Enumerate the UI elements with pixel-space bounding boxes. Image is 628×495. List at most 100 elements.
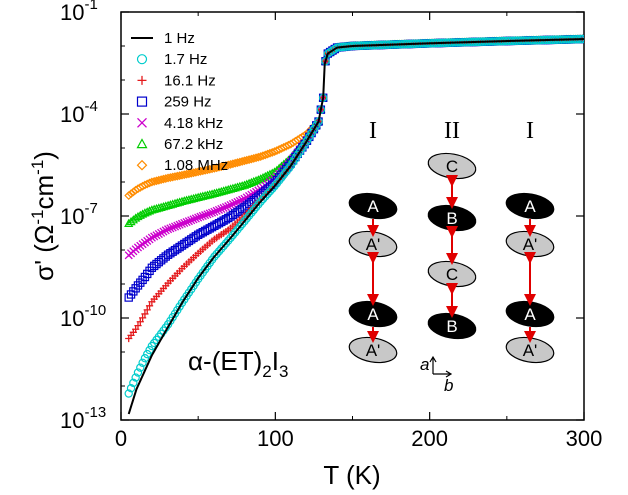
data-point (187, 216, 196, 225)
data-point (224, 213, 233, 223)
legend-marker (136, 159, 148, 171)
data-point (182, 169, 192, 179)
data-point (240, 194, 249, 203)
data-point (147, 233, 156, 242)
data-point (270, 181, 279, 191)
data-point (145, 345, 154, 355)
data-point (265, 187, 275, 196)
data-point (136, 278, 145, 287)
data-point (261, 192, 270, 201)
data-point (212, 163, 222, 173)
molecule-b: B (427, 204, 477, 232)
data-point (223, 160, 233, 170)
molecule-a: A (348, 192, 398, 220)
data-point (168, 172, 178, 182)
column-label: I (526, 118, 534, 144)
svg-text:A: A (524, 305, 536, 324)
data-point (143, 349, 152, 359)
data-point (152, 231, 161, 240)
x-axis-ticks: 0 100 200 300 (115, 12, 602, 451)
data-point (186, 168, 196, 178)
data-point (175, 171, 185, 181)
data-point (247, 208, 256, 218)
x-tick-label: 300 (566, 426, 603, 451)
data-point (189, 168, 198, 178)
data-point (233, 225, 242, 234)
x-tick-label: 0 (115, 426, 127, 451)
data-point (221, 239, 231, 248)
data-point (254, 200, 263, 209)
data-point (159, 227, 168, 236)
compound-formula: α-(ET)2I3 (188, 346, 288, 381)
legend-label: 4.18 kHz (164, 115, 223, 132)
data-point (124, 191, 134, 200)
data-point (193, 167, 203, 177)
data-point (212, 249, 221, 259)
legend-item: 67.2 kHz (136, 136, 223, 153)
data-point (136, 363, 145, 372)
data-point (191, 214, 200, 223)
data-point (214, 162, 224, 172)
data-point (214, 247, 224, 256)
legend-label: 67.2 kHz (164, 136, 223, 153)
svg-text:A: A (367, 305, 379, 324)
data-point (240, 156, 249, 166)
data-point (258, 151, 268, 161)
molecule-ap: A' (348, 230, 398, 258)
data-point (173, 221, 182, 230)
legend: 1 Hz 1.7 Hz 16.1 Hz 259 Hz 4.18 kHz 67.2 kHz 1… (131, 30, 228, 174)
svg-text:C: C (446, 157, 458, 176)
data-point (244, 211, 254, 220)
legend-marker (136, 96, 148, 107)
data-point (219, 161, 229, 171)
data-point (251, 187, 261, 196)
legend-marker (136, 138, 148, 149)
data-point (202, 165, 212, 175)
molecule-ap: A' (348, 336, 398, 364)
data-point (226, 201, 235, 210)
data-point (140, 353, 150, 363)
data-point (166, 224, 175, 233)
data-point (145, 178, 155, 188)
series-1-hz (127, 38, 584, 415)
molecule-a: A (348, 300, 398, 328)
y-tick-label: 10-13 (60, 404, 106, 433)
data-point (157, 228, 166, 237)
series-line (127, 38, 584, 415)
legend-item: 1.7 Hz (136, 51, 207, 68)
data-point (263, 149, 273, 159)
data-point (164, 225, 173, 234)
data-point (147, 177, 157, 187)
svg-text:A': A' (523, 341, 538, 360)
svg-text:A': A' (523, 235, 538, 254)
legend-label: 1.08 MHz (164, 157, 228, 174)
data-point (201, 211, 210, 220)
legend-label: 1 Hz (164, 30, 195, 47)
data-point (182, 217, 191, 227)
data-point (172, 171, 182, 181)
data-point (207, 164, 217, 174)
data-point (129, 378, 138, 388)
data-point (249, 189, 258, 198)
data-point (170, 172, 180, 182)
data-point (228, 199, 237, 209)
data-point (224, 202, 233, 211)
data-point (256, 152, 266, 161)
data-point (253, 152, 263, 162)
data-point (165, 173, 175, 182)
data-point (217, 204, 226, 214)
svg-text:A': A' (366, 235, 381, 254)
molecule-ap: A' (505, 230, 555, 258)
column-label: II (444, 118, 460, 144)
data-point (134, 322, 142, 330)
data-point (133, 281, 143, 290)
data-point (200, 165, 210, 175)
data-point (198, 166, 208, 176)
data-point (226, 159, 236, 169)
data-point (231, 228, 240, 237)
data-point (154, 175, 164, 185)
legend-label: 1.7 Hz (164, 51, 207, 68)
data-point (221, 215, 231, 224)
data-point (230, 158, 240, 168)
